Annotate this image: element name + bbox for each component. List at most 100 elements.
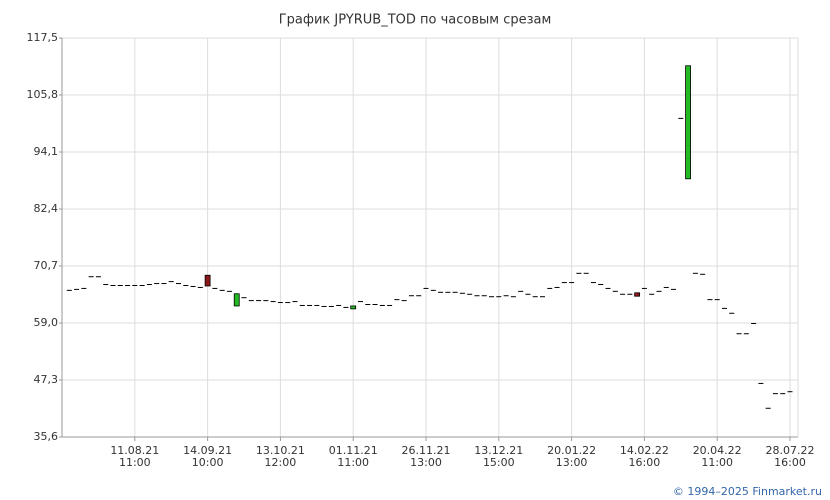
candle — [729, 312, 735, 314]
candle — [481, 295, 487, 297]
x-tick-label: 28.07.22 16:00 — [765, 444, 815, 469]
candle — [474, 295, 480, 297]
candle — [663, 286, 669, 288]
candle — [372, 304, 378, 305]
candle — [175, 283, 181, 285]
candle — [379, 304, 385, 306]
candle — [154, 283, 160, 285]
chart-title: График JPYRUB_TOD по часовым срезам — [279, 13, 552, 28]
candle — [467, 293, 473, 295]
candle — [95, 276, 101, 278]
candle — [539, 296, 545, 298]
candle — [605, 287, 611, 289]
candle — [685, 65, 691, 180]
x-tick-label: 20.01.22 13:00 — [547, 444, 597, 469]
x-tick-label: 13.12.21 15:00 — [474, 444, 524, 469]
candle — [117, 285, 123, 286]
candle — [197, 286, 203, 288]
candle — [671, 288, 677, 290]
candle — [256, 300, 262, 302]
y-tick-label: 105,8 — [27, 88, 59, 101]
y-tick-label: 70,7 — [34, 259, 59, 272]
candle — [634, 292, 641, 297]
x-tick-label: 20.04.22 11:00 — [692, 444, 742, 469]
candle — [656, 290, 662, 292]
candle — [758, 382, 764, 384]
candle — [387, 304, 393, 306]
x-tick-label: 26.11.21 13:00 — [401, 444, 451, 469]
candle — [146, 284, 152, 286]
candle — [212, 287, 218, 289]
y-tick-label: 94,1 — [34, 145, 59, 158]
candle — [518, 290, 524, 292]
candle — [765, 407, 771, 409]
candle — [743, 333, 749, 335]
candle — [74, 288, 80, 290]
candle — [510, 296, 516, 298]
candle — [569, 282, 575, 284]
candle — [343, 306, 349, 308]
candle — [139, 285, 145, 286]
candle — [503, 295, 509, 297]
candle — [598, 284, 604, 286]
candle — [168, 281, 174, 283]
candle — [445, 291, 451, 293]
candle — [576, 272, 582, 274]
y-tick-label: 117,5 — [27, 31, 59, 44]
candle — [649, 293, 655, 295]
candle — [780, 393, 786, 395]
candle — [161, 283, 167, 285]
candle — [736, 333, 742, 335]
candle — [423, 287, 429, 289]
candle — [532, 296, 538, 298]
x-tick-label: 11.08.21 11:00 — [110, 444, 160, 469]
candle — [110, 285, 116, 286]
candle — [692, 272, 698, 274]
candle — [620, 293, 626, 295]
footer: © 1994–2025 Finmarket.ru — [673, 485, 822, 498]
candle — [430, 289, 436, 291]
candle — [612, 290, 618, 292]
candle — [132, 285, 138, 286]
candle — [438, 291, 444, 293]
candle — [336, 304, 342, 306]
y-tick-label: 59,0 — [34, 316, 59, 329]
candle — [554, 286, 560, 288]
candle — [277, 302, 283, 304]
candle — [496, 296, 502, 298]
y-tick-label: 82,4 — [34, 202, 59, 215]
candle — [452, 291, 458, 293]
candle — [263, 300, 269, 302]
candle — [292, 301, 298, 303]
candle — [525, 293, 531, 295]
candle — [365, 304, 371, 305]
candle — [590, 282, 596, 284]
y-tick-label: 47,3 — [34, 373, 59, 386]
candle — [627, 293, 633, 295]
candle — [270, 301, 276, 303]
candle — [772, 393, 778, 395]
candle — [714, 299, 720, 301]
candle — [321, 305, 327, 307]
candle — [751, 323, 757, 324]
candle — [307, 304, 313, 306]
candle — [125, 285, 131, 286]
candle — [408, 295, 414, 297]
candle — [678, 117, 684, 119]
candle — [248, 300, 254, 302]
candle — [190, 285, 196, 287]
candle — [241, 297, 247, 299]
candle — [285, 302, 291, 304]
candle — [394, 299, 400, 301]
candle — [583, 272, 589, 274]
candle — [561, 282, 567, 284]
candle — [314, 304, 320, 306]
candle — [88, 276, 94, 278]
candle — [81, 287, 87, 289]
candle — [416, 295, 422, 297]
candle — [787, 391, 793, 393]
candle — [328, 305, 334, 307]
x-tick-label: 01.11.21 11:00 — [328, 444, 378, 469]
